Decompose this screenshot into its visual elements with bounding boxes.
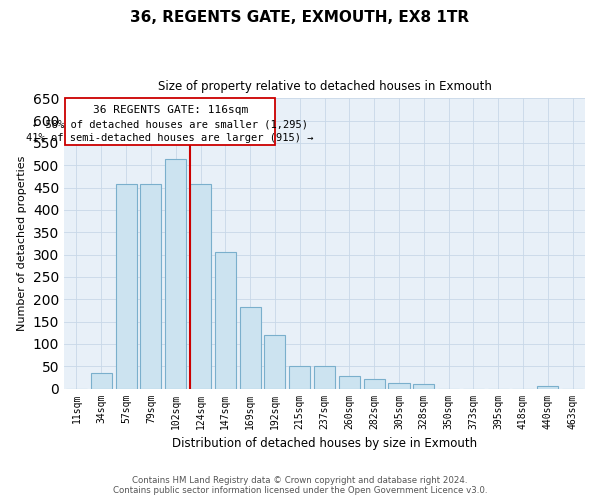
Text: 36 REGENTS GATE: 116sqm: 36 REGENTS GATE: 116sqm: [92, 105, 248, 115]
Bar: [388, 383, 410, 388]
Bar: [91, 373, 112, 388]
Bar: [537, 386, 559, 388]
Y-axis label: Number of detached properties: Number of detached properties: [17, 156, 27, 331]
Text: 41% of semi-detached houses are larger (915) →: 41% of semi-detached houses are larger (…: [26, 133, 314, 143]
Bar: [314, 366, 335, 388]
Bar: [190, 184, 211, 388]
Bar: [289, 366, 310, 388]
Bar: [413, 384, 434, 388]
Text: ← 58% of detached houses are smaller (1,295): ← 58% of detached houses are smaller (1,…: [32, 120, 308, 130]
Bar: [265, 335, 286, 388]
Text: Contains HM Land Registry data © Crown copyright and database right 2024.
Contai: Contains HM Land Registry data © Crown c…: [113, 476, 487, 495]
FancyBboxPatch shape: [65, 98, 275, 145]
Title: Size of property relative to detached houses in Exmouth: Size of property relative to detached ho…: [158, 80, 491, 93]
Bar: [215, 252, 236, 388]
Bar: [239, 307, 260, 388]
Bar: [165, 158, 186, 388]
Bar: [116, 184, 137, 388]
Bar: [140, 184, 161, 388]
X-axis label: Distribution of detached houses by size in Exmouth: Distribution of detached houses by size …: [172, 437, 477, 450]
Text: 36, REGENTS GATE, EXMOUTH, EX8 1TR: 36, REGENTS GATE, EXMOUTH, EX8 1TR: [130, 10, 470, 25]
Bar: [364, 378, 385, 388]
Bar: [339, 376, 360, 388]
